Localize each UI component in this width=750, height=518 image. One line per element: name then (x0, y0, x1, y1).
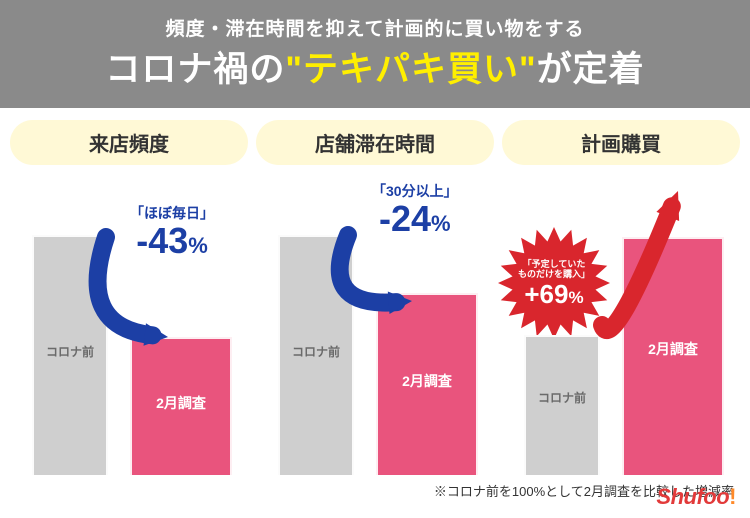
chart-area: コロナ前2月調査 「30分以上」-24% (256, 175, 494, 475)
callout-change: 「ほぼ毎日」-43% (130, 203, 214, 259)
header-subtitle: 頻度・滞在時間を抑えて計画的に買い物をする (20, 14, 730, 41)
brand-text: Shufoo (656, 484, 729, 509)
callout-value: -43% (136, 220, 208, 261)
callout-change: 「30分以上」-24% (372, 181, 458, 237)
panel-visit-frequency: 来店頻度 コロナ前2月調査 「ほぼ毎日」-43% (10, 120, 248, 475)
header-suffix: が定着 (537, 50, 645, 89)
panel-planned-purchase: 計画購買 コロナ前2月調査 「予定していたものだけを購入」 +69% (502, 120, 740, 475)
panel-title: 計画購買 (502, 120, 740, 165)
charts-row: 来店頻度 コロナ前2月調査 「ほぼ毎日」-43% 店舗滞在時間 コロナ前2月調査… (0, 108, 750, 475)
header-title: コロナ禍の"テキパキ買い"が定着 (20, 41, 730, 92)
chart-area: コロナ前2月調査 「予定していたものだけを購入」 +69% (502, 175, 740, 475)
header-prefix: コロナ禍の (105, 50, 285, 89)
callout-value: -24% (379, 198, 451, 239)
header-highlight: "テキパキ買い" (285, 50, 536, 89)
panel-title: 来店頻度 (10, 120, 248, 165)
starburst-badge: 「予定していたものだけを購入」 +69% (498, 227, 610, 339)
panel-stay-duration: 店舗滞在時間 コロナ前2月調査 「30分以上」-24% (256, 120, 494, 475)
brand-exclaim: ! (729, 484, 736, 509)
header-banner: 頻度・滞在時間を抑えて計画的に買い物をする コロナ禍の"テキパキ買い"が定着 (0, 0, 750, 108)
starburst-value: +69% (524, 281, 583, 307)
chart-area: コロナ前2月調査 「ほぼ毎日」-43% (10, 175, 248, 475)
panel-title: 店舗滞在時間 (256, 120, 494, 165)
brand-logo: Shufoo! (656, 484, 736, 510)
starburst-caption: 「予定していたものだけを購入」 (518, 259, 590, 280)
footnote: ※コロナ前を100%として2月調査を比較した増減率 (0, 475, 750, 500)
